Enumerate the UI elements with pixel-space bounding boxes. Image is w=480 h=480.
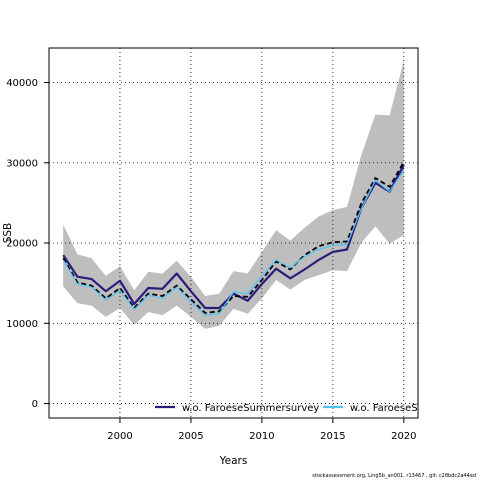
legend-label-0: w.o. FaroeseSummersurvey bbox=[182, 403, 319, 414]
series-line-1 bbox=[62, 164, 405, 310]
y-axis-title: SSB bbox=[2, 223, 14, 244]
x-axis-title: Years bbox=[219, 455, 248, 467]
x-tick-label: 2000 bbox=[107, 431, 132, 442]
confidence-band bbox=[63, 60, 404, 329]
footer-credit: stockassessment.org, Ling5b_an001, r1346… bbox=[312, 473, 476, 479]
y-tick-label: 40000 bbox=[6, 78, 38, 89]
y-axis: 0 10000 20000 30000 40000 bbox=[6, 78, 49, 410]
legend-label-1: w.o. FaroeseS bbox=[350, 403, 418, 414]
legend: w.o. FaroeseSummersurvey w.o. FaroeseS bbox=[155, 403, 418, 414]
x-tick-label: 2010 bbox=[249, 431, 274, 442]
y-tick-label: 0 bbox=[32, 399, 38, 410]
confidence-band-layer bbox=[63, 60, 404, 329]
x-tick-label: 2020 bbox=[391, 431, 416, 442]
y-tick-label: 20000 bbox=[6, 239, 38, 250]
series-line-2 bbox=[62, 169, 405, 316]
x-tick-label: 2015 bbox=[320, 431, 345, 442]
series-layer bbox=[62, 161, 405, 316]
x-tick-label: 2005 bbox=[178, 431, 203, 442]
series-line-0 bbox=[62, 161, 405, 314]
plot-frame bbox=[48, 47, 419, 419]
y-tick-label: 30000 bbox=[6, 158, 38, 169]
y-tick-label: 10000 bbox=[6, 319, 38, 330]
grid-layer bbox=[49, 48, 418, 418]
x-axis: 2000 2005 2010 2015 2020 bbox=[107, 418, 417, 442]
